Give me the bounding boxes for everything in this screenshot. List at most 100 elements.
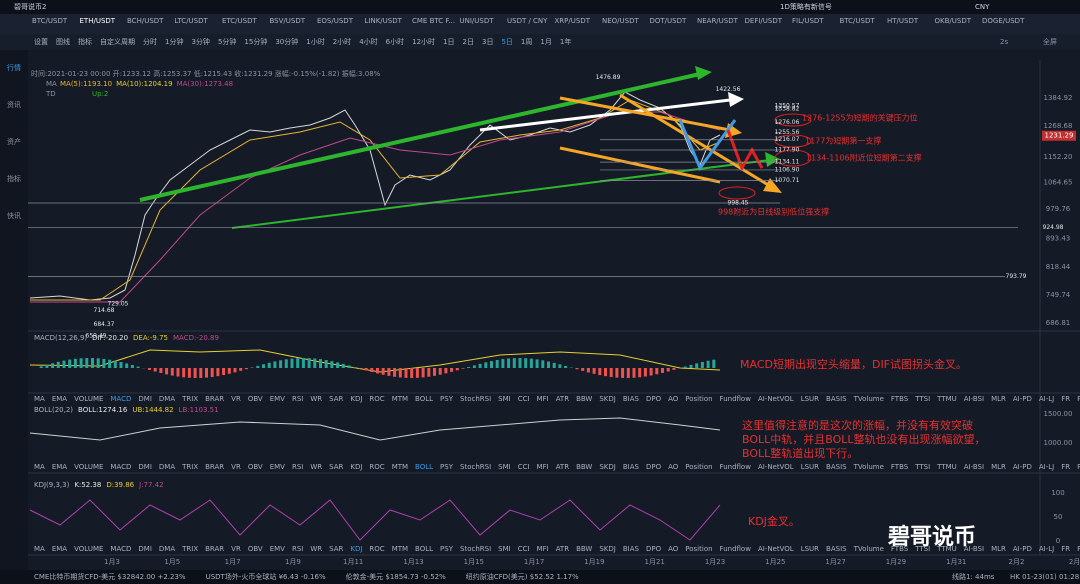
indicator-tab[interactable]: MLR <box>991 395 1006 403</box>
indicator-tab[interactable]: BBW <box>576 545 592 553</box>
toolbar-item[interactable]: 1日 <box>443 38 454 46</box>
ticker-tab[interactable]: DOT/USDT <box>650 17 687 25</box>
toolbar-item[interactable]: 指标 <box>78 37 92 46</box>
ticker-tab[interactable]: NEAR/USDT <box>697 17 739 25</box>
indicator-tab[interactable]: AO <box>668 545 679 553</box>
indicator-tab[interactable]: DMA <box>159 463 175 471</box>
indicator-tab[interactable]: VR <box>231 545 241 553</box>
indicator-tab[interactable]: SAR <box>329 463 343 471</box>
indicator-tab[interactable]: PFR <box>1077 545 1080 553</box>
indicator-tab[interactable]: AI-PD <box>1013 463 1032 471</box>
toolbar-item[interactable]: 1小时 <box>306 37 324 46</box>
indicator-tab[interactable]: Fundflow <box>720 545 752 553</box>
indicator-tab[interactable]: AI-NetVOL <box>758 463 794 471</box>
indicator-tab[interactable]: CCI <box>518 463 530 471</box>
indicator-tab[interactable]: BRAR <box>205 463 224 471</box>
indicator-tab[interactable]: ROC <box>369 395 384 403</box>
indicator-tab[interactable]: Position <box>685 395 712 403</box>
indicator-tab[interactable]: RSI <box>292 545 303 553</box>
indicator-tab[interactable]: WR <box>310 463 322 471</box>
indicator-tab[interactable]: ATR <box>556 545 570 553</box>
status-item[interactable]: USDT场外-火币全球站 ¥6.43 -0.16% <box>206 572 326 581</box>
toolbar-item[interactable]: 自定义周期 <box>100 37 135 46</box>
indicator-tab[interactable]: AI-BSI <box>964 545 984 553</box>
indicator-tab[interactable]: RSI <box>292 463 303 471</box>
indicator-tab[interactable]: KDJ <box>350 463 362 471</box>
indicator-tab[interactable]: DMI <box>138 395 152 403</box>
indicator-tab[interactable]: AI-NetVOL <box>758 545 794 553</box>
indicator-tab[interactable]: MA <box>34 463 45 471</box>
toolbar-item[interactable]: 5日 <box>501 38 512 46</box>
indicator-tab[interactable]: BOLL <box>415 545 433 553</box>
indicator-tab[interactable]: BIAS <box>623 463 640 471</box>
indicator-tab[interactable]: EMA <box>52 395 67 403</box>
indicator-tab[interactable]: BASIS <box>826 395 847 403</box>
indicator-tab[interactable]: StochRSI <box>460 545 491 553</box>
indicator-tab[interactable]: BOLL <box>415 463 433 471</box>
fullscreen[interactable]: 全屏 <box>1043 37 1057 46</box>
indicator-tab[interactable]: AI-LJ <box>1039 545 1054 553</box>
indicator-tab[interactable]: VOLUME <box>74 395 103 403</box>
indicator-tab[interactable]: SKDJ <box>599 463 616 471</box>
indicator-tab[interactable]: WR <box>310 395 322 403</box>
status-item[interactable]: 伦敦金-美元 $1854.73 -0.52% <box>346 572 446 581</box>
indicator-tab[interactable]: AI-PD <box>1013 395 1032 403</box>
toolbar-item[interactable]: 15分钟 <box>244 37 267 46</box>
indicator-tab[interactable]: AI-LJ <box>1039 463 1054 471</box>
toolbar-item[interactable]: 1年 <box>560 37 571 46</box>
indicator-tab[interactable]: VOLUME <box>74 463 103 471</box>
toolbar-item[interactable]: 5分钟 <box>218 37 236 46</box>
indicator-tab[interactable]: CCI <box>518 545 530 553</box>
indicator-tab[interactable]: SKDJ <box>599 545 616 553</box>
indicator-tab[interactable]: TRIX <box>181 545 198 553</box>
indicator-tab[interactable]: TRIX <box>181 463 198 471</box>
toolbar-item[interactable]: 3日 <box>482 38 493 46</box>
indicator-tab[interactable]: PFR <box>1077 463 1080 471</box>
indicator-tab[interactable]: LSUR <box>801 545 819 553</box>
indicator-tab[interactable]: DPO <box>646 395 662 403</box>
indicator-tab[interactable]: MA <box>34 395 45 403</box>
indicator-tab[interactable]: KDJ <box>350 545 362 553</box>
ticker-tab[interactable]: USDT / CNY <box>507 17 548 25</box>
indicator-tab[interactable]: DMA <box>159 545 175 553</box>
indicator-tab[interactable]: AI-BSI <box>964 395 984 403</box>
ticker-tab[interactable]: FIL/USDT <box>792 17 824 25</box>
indicator-tab[interactable]: OBV <box>248 463 263 471</box>
ticker-tab[interactable]: UNI/USDT <box>460 17 495 25</box>
indicator-tab[interactable]: SKDJ <box>599 395 616 403</box>
indicator-tab[interactable]: AO <box>668 463 679 471</box>
indicator-tab[interactable]: MA <box>34 545 45 553</box>
indicator-tab[interactable]: SMI <box>498 395 511 403</box>
indicator-tab[interactable]: TVolume <box>853 395 884 403</box>
toolbar-item[interactable]: 2小时 <box>333 37 351 46</box>
indicator-tab[interactable]: ATR <box>556 395 570 403</box>
indicator-tab[interactable]: FR <box>1061 463 1070 471</box>
indicator-tab[interactable]: TTSI <box>914 463 930 471</box>
indicator-tab[interactable]: DMA <box>159 395 175 403</box>
indicator-tab[interactable]: SAR <box>329 395 343 403</box>
ticker-tab[interactable]: NEO/USDT <box>602 17 639 25</box>
ticker-tab[interactable]: OKB/USDT <box>935 17 972 25</box>
indicator-tab[interactable]: WR <box>310 545 322 553</box>
toolbar-item[interactable]: 2日 <box>463 38 474 46</box>
indicator-tab[interactable]: MFI <box>537 395 549 403</box>
ticker-tab[interactable]: DEFI/USDT <box>745 17 783 25</box>
indicator-tab[interactable]: PSY <box>440 395 454 403</box>
currency[interactable]: CNY <box>975 3 990 11</box>
toolbar-item[interactable]: 设置 <box>34 37 48 46</box>
ticker-tab[interactable]: BCH/USDT <box>127 17 164 25</box>
indicator-tab[interactable]: StochRSI <box>460 395 491 403</box>
indicator-tab[interactable]: MLR <box>991 463 1006 471</box>
indicator-tab[interactable]: FTBS <box>891 395 909 403</box>
status-item[interactable]: CME比特币期货CFD-美元 $32842.00 +2.23% <box>34 572 186 581</box>
indicator-tab[interactable]: VR <box>231 395 241 403</box>
indicator-tab[interactable]: AI-NetVOL <box>758 395 794 403</box>
toolbar-item[interactable]: 4小时 <box>359 37 377 46</box>
indicator-tab[interactable]: BASIS <box>826 545 847 553</box>
sidebar-item[interactable]: 资产 <box>7 137 21 146</box>
indicator-tab[interactable]: FR <box>1061 545 1070 553</box>
indicator-tab[interactable]: MTM <box>392 463 408 471</box>
indicator-tab[interactable]: BRAR <box>205 545 224 553</box>
indicator-tab[interactable]: AI-LJ <box>1039 395 1054 403</box>
refresh[interactable]: 2s <box>1000 38 1008 46</box>
